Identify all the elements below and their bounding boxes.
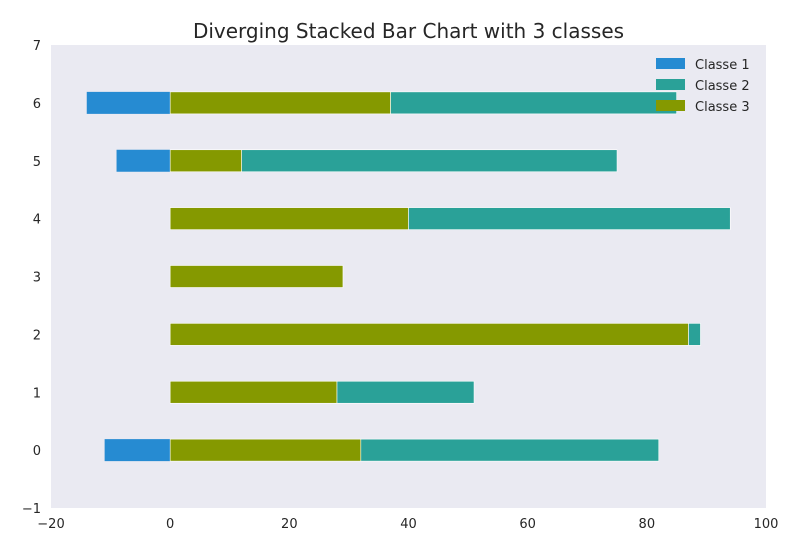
bar-classe-2-4: [408, 207, 731, 230]
bar-classe-2-1: [336, 380, 475, 404]
bar-classe-3-0: [169, 438, 362, 462]
legend-label-classe-2: Classe 2: [695, 79, 750, 94]
bar-classe-2-2: [688, 323, 701, 346]
y-tick-label: 3: [33, 271, 41, 286]
x-tick-label: −20: [37, 517, 64, 532]
x-tick-label: 80: [639, 517, 656, 532]
y-axis-ticks: −1 0 1 2 3 4 5 6 7: [22, 39, 41, 517]
x-tick-label: 60: [519, 517, 536, 532]
y-tick-label: −1: [22, 502, 41, 517]
bar-classe-1-5: [116, 149, 171, 172]
bar-classe-1-0: [104, 439, 171, 462]
bar-classe-3-4: [169, 207, 409, 230]
y-tick-label: 4: [33, 213, 41, 228]
bar-classe-2-6: [390, 91, 677, 115]
y-tick-label: 2: [33, 328, 41, 343]
bar-classe-3-3: [169, 265, 344, 288]
bar-classe-2-5: [241, 149, 618, 173]
legend-swatch-classe-1: [656, 58, 685, 69]
x-tick-label: 0: [166, 517, 174, 532]
y-tick-label: 6: [33, 97, 41, 112]
y-tick-label: 5: [33, 155, 41, 170]
chart-title: Diverging Stacked Bar Chart with 3 class…: [193, 19, 624, 43]
y-tick-label: 0: [33, 444, 41, 459]
legend-swatch-classe-2: [656, 79, 685, 90]
y-tick-label: 1: [33, 386, 41, 401]
legend-swatch-classe-3: [656, 100, 685, 111]
legend-label-classe-3: Classe 3: [695, 100, 750, 115]
legend-label-classe-1: Classe 1: [695, 58, 750, 73]
x-tick-label: 40: [400, 517, 417, 532]
plot-area: [51, 45, 766, 508]
bar-classe-3-6: [169, 91, 391, 115]
bar-classe-1-6: [86, 91, 171, 114]
bar-classe-3-1: [169, 380, 338, 404]
bar-classe-2-0: [360, 438, 660, 462]
x-tick-label: 20: [281, 517, 298, 532]
x-tick-label: 100: [754, 517, 779, 532]
bar-classe-3-2: [169, 323, 689, 346]
bars-group: [86, 91, 731, 462]
y-tick-label: 7: [33, 39, 41, 54]
x-axis-ticks: −20 0 20 40 60 80 100: [37, 517, 778, 532]
bar-classe-3-5: [169, 149, 242, 173]
legend: Classe 1 Classe 2 Classe 3: [656, 58, 750, 115]
